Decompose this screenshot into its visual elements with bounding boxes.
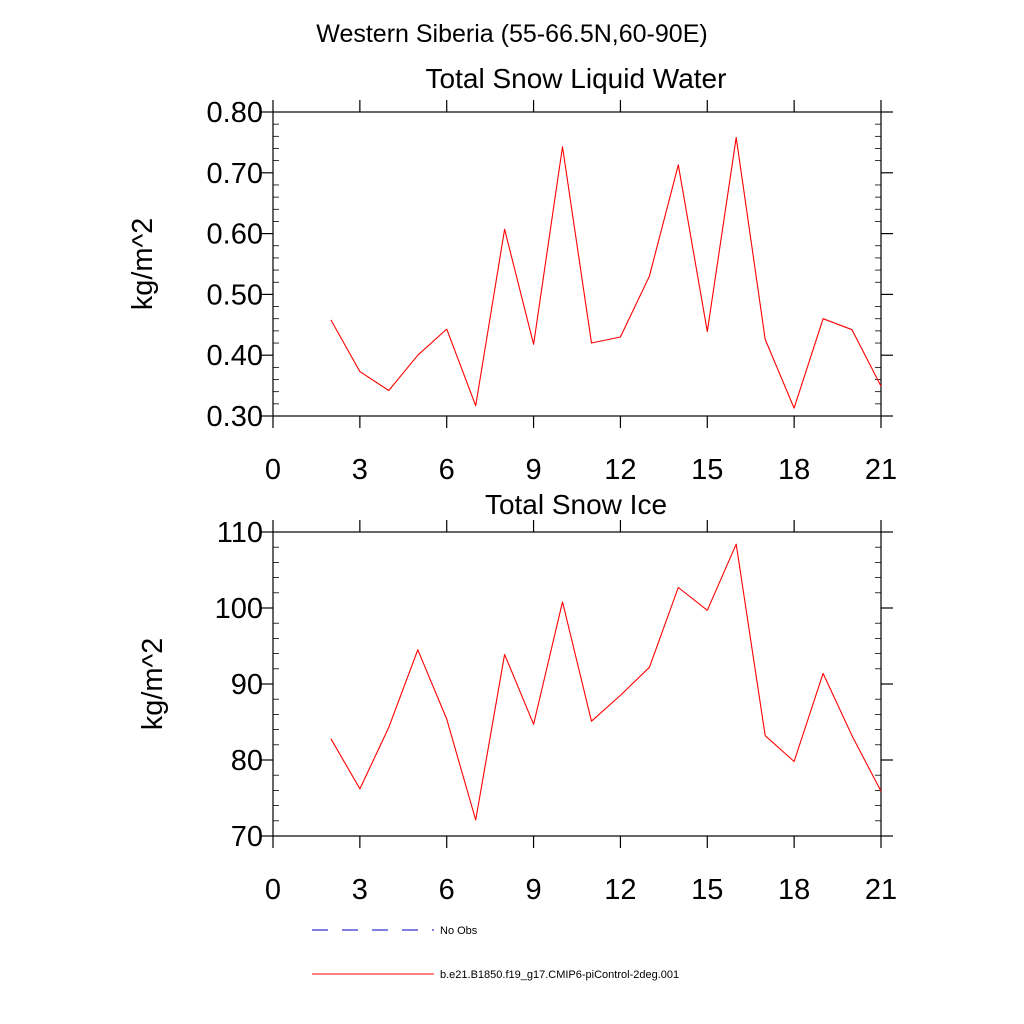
x-tick-label: 9	[526, 874, 542, 906]
series-line	[330, 136, 882, 409]
x-tick-label: 15	[691, 874, 723, 906]
y-tick-label: 80	[231, 745, 263, 777]
legend-label-model: b.e21.B1850.f19_g17.CMIP6-piControl-2deg…	[440, 969, 679, 981]
x-tick-label: 3	[352, 454, 368, 486]
plot-frame	[272, 111, 882, 417]
panel-snow-liquid-water: Total Snow Liquid Water kg/m^2 0 3 6 9 12 15 1…	[127, 63, 897, 486]
x-tick-label: 12	[604, 874, 636, 906]
series-line	[330, 543, 882, 821]
x-tick-label: 3	[352, 874, 368, 906]
x-tick-label: 6	[439, 454, 455, 486]
y-tick-label: 0.80	[207, 97, 263, 129]
y-tick-label: 0.70	[207, 158, 263, 190]
x-tick-label: 0	[265, 874, 281, 906]
tick-labels: 0 3 6 9 12 15 18 21 0.30 0.40 0.50 0.60 0.70 0.80	[207, 97, 898, 486]
x-tick-label: 12	[604, 454, 636, 486]
y-tick-label: 110	[217, 517, 263, 549]
y-tick-label: 0.40	[207, 340, 263, 372]
panel-snow-ice: Total Snow Ice kg/m^2 0 3 6 9 12 15 18 21 70 80 90…	[137, 489, 897, 906]
y-tick-label: 70	[231, 821, 263, 853]
plot-frame	[272, 531, 882, 837]
x-tick-label: 0	[265, 454, 281, 486]
y-tick-label: 90	[231, 669, 263, 701]
series	[330, 136, 882, 409]
ticks	[261, 100, 893, 428]
x-tick-label: 6	[439, 874, 455, 906]
x-tick-label: 15	[691, 454, 723, 486]
x-tick-label: 18	[778, 454, 810, 486]
x-tick-label: 9	[526, 454, 542, 486]
y-tick-label: 0.30	[207, 401, 263, 433]
x-tick-label: 18	[778, 874, 810, 906]
x-tick-label: 21	[865, 454, 897, 486]
tick-labels: 0 3 6 9 12 15 18 21 70 80 90 100 110	[215, 517, 898, 906]
legend-label-no-obs: No Obs	[440, 925, 478, 937]
series	[330, 543, 882, 821]
ticks	[261, 520, 893, 848]
y-tick-label: 0.60	[207, 219, 263, 251]
y-axis-label: kg/m^2	[127, 218, 159, 311]
legend: No Obs b.e21.B1850.f19_g17.CMIP6-piContr…	[312, 925, 679, 981]
panel-title: Total Snow Ice	[485, 489, 667, 520]
x-tick-label: 21	[865, 874, 897, 906]
panel-title: Total Snow Liquid Water	[426, 63, 727, 94]
y-tick-label: 100	[215, 593, 263, 625]
y-axis-label: kg/m^2	[137, 638, 169, 731]
y-tick-label: 0.50	[207, 279, 263, 311]
figure-title: Western Siberia (55-66.5N,60-90E)	[316, 20, 707, 48]
